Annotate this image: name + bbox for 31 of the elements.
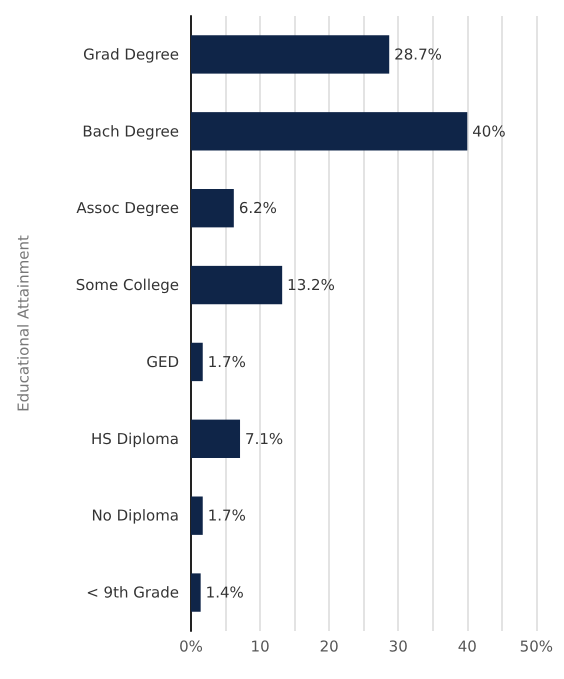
data-label: 1.4% xyxy=(206,584,244,602)
bar xyxy=(191,420,240,458)
bar xyxy=(191,342,203,382)
bar xyxy=(191,35,390,74)
y-tick-label: Assoc Degree xyxy=(76,199,179,218)
data-label: 28.7% xyxy=(394,45,442,64)
x-tick-label: 20 xyxy=(320,638,339,656)
bar xyxy=(191,266,282,304)
data-label: 6.2% xyxy=(238,199,277,218)
y-tick-label: Bach Degree xyxy=(82,122,179,140)
y-axis-title: Educational Attainment xyxy=(14,235,32,412)
x-tick-label: 0% xyxy=(179,638,203,656)
y-tick-label: GED xyxy=(146,352,179,371)
bar xyxy=(191,573,201,612)
x-tick-label: 30 xyxy=(388,638,408,656)
y-tick-label: < 9th Grade xyxy=(86,584,179,602)
y-tick-label: Grad Degree xyxy=(83,45,179,64)
y-tick-label: Some College xyxy=(76,276,179,294)
y-tick-label: No Diploma xyxy=(91,506,179,525)
data-label: 1.7% xyxy=(208,352,246,371)
data-label: 40% xyxy=(472,122,506,140)
data-label: 7.1% xyxy=(245,430,284,448)
y-tick-label: HS Diploma xyxy=(91,430,179,448)
data-label: 13.2% xyxy=(287,276,335,294)
x-tick-label: 40 xyxy=(458,638,477,656)
x-tick-label: 50% xyxy=(520,638,553,656)
x-tick-label: 10 xyxy=(250,638,270,656)
bar xyxy=(191,112,468,151)
data-label: 1.7% xyxy=(208,506,246,525)
bar xyxy=(191,188,234,228)
bar xyxy=(191,496,203,535)
